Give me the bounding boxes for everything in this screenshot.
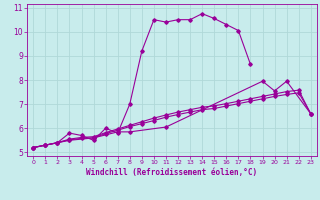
- X-axis label: Windchill (Refroidissement éolien,°C): Windchill (Refroidissement éolien,°C): [86, 168, 258, 177]
